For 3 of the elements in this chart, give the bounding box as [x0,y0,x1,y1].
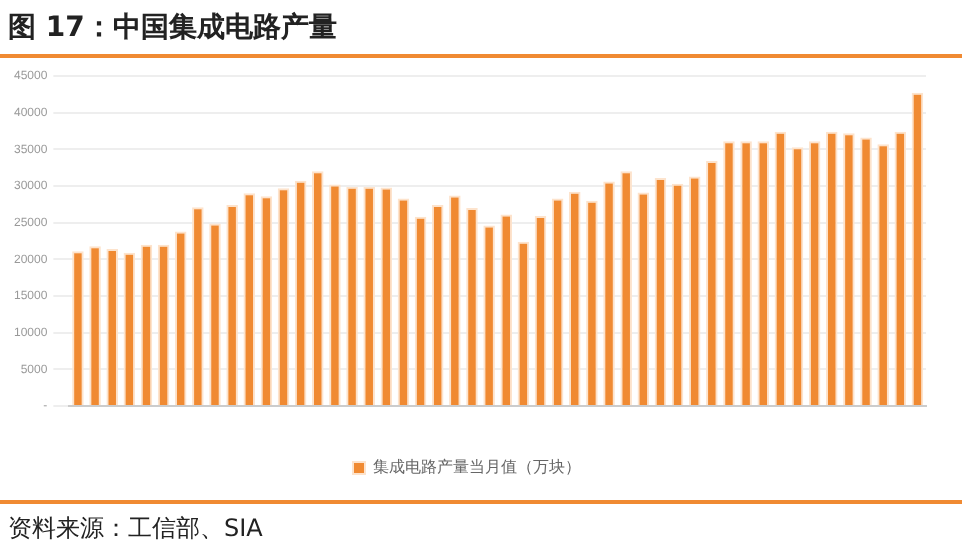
text: 资料来源：工信部、SIA [8,512,263,546]
chart-title: 图 17：中国集成电路产量 [8,10,337,46]
legend-label: 集成电路产量当月值（万块） [373,458,581,477]
